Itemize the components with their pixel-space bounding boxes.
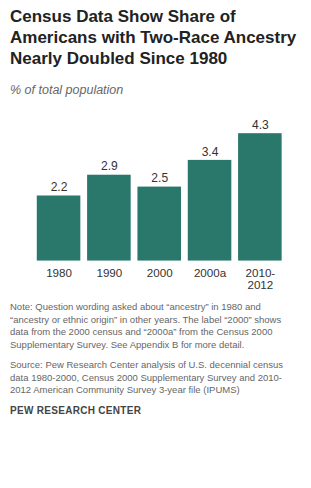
html-text:Census Data Show Share of Amer: Census Data Show Share of Americans with… [10,7,297,68]
svg-text:4.3: 4.3 [252,118,269,132]
html-text:PEW RESEARCH CENTER: PEW RESEARCH CENTER [10,404,142,416]
html-text:Source: Pew Research Center an: Source: Pew Research Center analysis of … [10,359,283,396]
svg-text:2.5: 2.5 [151,171,168,185]
svg-text:1980: 1980 [46,266,72,279]
svg-text:2.2: 2.2 [51,180,68,194]
svg-text:2000: 2000 [147,266,173,279]
svg-text:2.9: 2.9 [101,159,118,173]
html-text:% of total population: % of total population [10,83,124,97]
svg-text:1990: 1990 [96,266,122,279]
html-text:Note: Question wording asked a: Note: Question wording asked about “ance… [10,301,282,350]
svg-text:3.4: 3.4 [202,145,219,159]
svg-text:2000a: 2000a [194,266,227,279]
svg-text:2010-2012: 2010-2012 [245,266,275,291]
